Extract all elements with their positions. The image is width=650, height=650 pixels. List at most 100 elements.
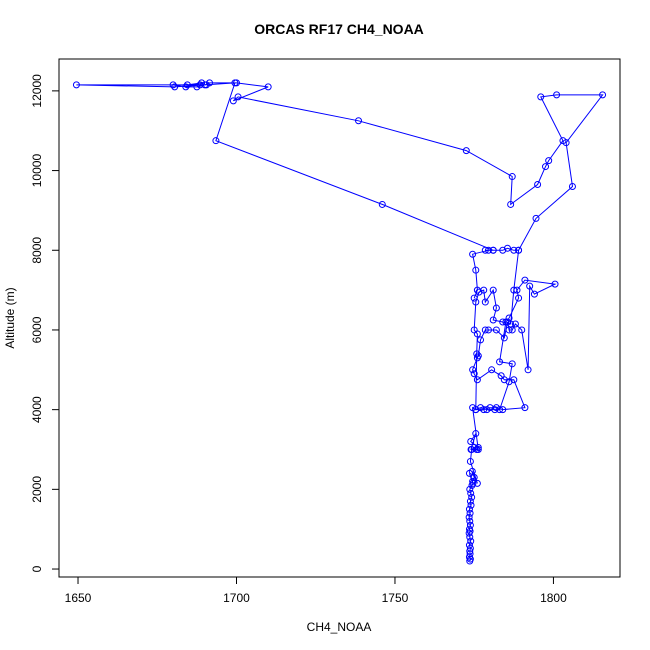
data-point xyxy=(378,200,386,208)
data-point xyxy=(466,457,474,465)
y-tick-label: 2000 xyxy=(30,476,44,503)
data-point xyxy=(508,360,516,368)
data-point xyxy=(466,517,474,525)
data-point xyxy=(72,81,80,89)
data-point xyxy=(473,286,481,294)
data-point xyxy=(499,406,507,414)
data-point xyxy=(465,525,473,533)
data-point xyxy=(466,485,474,493)
y-tick-label: 12000 xyxy=(30,74,44,108)
data-point xyxy=(477,336,485,344)
data-point xyxy=(462,147,470,155)
data-point xyxy=(521,404,529,412)
data-point xyxy=(465,513,473,521)
data-point xyxy=(496,406,504,414)
data-point xyxy=(484,326,492,334)
data-point xyxy=(542,163,550,171)
x-axis: 1650 1700 1750 1800 xyxy=(65,576,567,605)
y-tick-label: 8000 xyxy=(30,237,44,264)
data-point xyxy=(507,320,515,328)
data-point xyxy=(511,320,519,328)
data-point xyxy=(489,246,497,254)
x-axis-label: CH4_NOAA xyxy=(307,620,372,634)
data-point xyxy=(481,326,489,334)
data-point xyxy=(500,334,508,342)
data-point xyxy=(492,326,500,334)
series-line xyxy=(76,82,604,251)
data-point xyxy=(468,467,476,475)
data-point xyxy=(229,97,237,105)
data-point xyxy=(568,183,576,191)
data-point xyxy=(474,444,482,451)
data-point xyxy=(491,406,499,414)
data-point xyxy=(467,537,475,545)
data-point xyxy=(468,493,476,501)
data-point xyxy=(473,350,481,358)
data-point xyxy=(182,83,190,91)
data-point xyxy=(467,489,475,497)
data-point xyxy=(470,326,478,334)
data-point xyxy=(473,479,481,487)
data-point xyxy=(465,541,473,549)
data-point xyxy=(481,298,489,306)
chart-title: ORCAS RF17 CH4_NOAA xyxy=(254,21,424,37)
data-point xyxy=(492,304,500,312)
y-tick-label: 10000 xyxy=(30,154,44,188)
data-point xyxy=(171,83,179,91)
data-point xyxy=(183,81,191,89)
data-point xyxy=(518,326,526,334)
data-point xyxy=(496,358,504,366)
data-point xyxy=(499,246,507,254)
x-tick-label: 1800 xyxy=(540,591,567,605)
data-point xyxy=(534,181,542,189)
data-point xyxy=(466,497,474,505)
data-point xyxy=(472,266,480,274)
data-point xyxy=(488,366,496,374)
data-point xyxy=(472,430,480,438)
data-point xyxy=(465,505,473,513)
data-point xyxy=(474,352,482,360)
data-point xyxy=(508,173,516,181)
y-tick-label: 6000 xyxy=(30,316,44,343)
data-point xyxy=(532,214,540,222)
data-point xyxy=(355,117,363,125)
data-point xyxy=(231,79,239,87)
data-point xyxy=(264,83,272,91)
data-point xyxy=(524,366,532,374)
data-point xyxy=(472,298,480,306)
data-point xyxy=(510,246,518,254)
data-point xyxy=(526,282,534,290)
data-point xyxy=(466,521,474,529)
data-point xyxy=(530,290,538,298)
data-point xyxy=(470,370,478,378)
x-tick-label: 1650 xyxy=(65,591,92,605)
data-point xyxy=(599,91,607,99)
data-point xyxy=(469,366,477,374)
data-point xyxy=(467,438,475,446)
plot-frame xyxy=(58,58,621,578)
data-point xyxy=(505,378,513,386)
data-point xyxy=(234,93,242,101)
data-point xyxy=(499,318,507,326)
x-tick-label: 1700 xyxy=(223,591,250,605)
data-point xyxy=(515,246,523,254)
data-point xyxy=(545,157,553,165)
data-point xyxy=(484,246,492,254)
y-tick-label: 4000 xyxy=(30,396,44,423)
data-point xyxy=(472,406,480,414)
data-point xyxy=(470,294,478,302)
data-point xyxy=(473,376,481,384)
data-point xyxy=(469,250,477,258)
y-tick-label: 0 xyxy=(30,565,44,572)
data-point xyxy=(513,286,521,294)
data-point xyxy=(466,509,474,517)
y-axis: 0 2000 4000 6000 8000 10000 12000 xyxy=(30,74,60,572)
data-point xyxy=(515,294,523,302)
data-point xyxy=(551,280,559,288)
data-point xyxy=(521,276,529,284)
data-point xyxy=(169,81,177,89)
data-point xyxy=(489,286,497,294)
data-point xyxy=(497,372,505,380)
data-point xyxy=(553,91,561,99)
